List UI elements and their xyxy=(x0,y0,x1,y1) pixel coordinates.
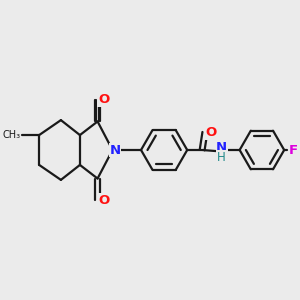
Text: O: O xyxy=(98,194,109,207)
Text: O: O xyxy=(205,126,217,139)
Text: N: N xyxy=(216,141,227,154)
Text: H: H xyxy=(217,151,226,164)
Text: CH₃: CH₃ xyxy=(2,130,20,140)
Text: N: N xyxy=(110,143,121,157)
Text: O: O xyxy=(98,93,109,106)
Text: F: F xyxy=(289,143,298,157)
